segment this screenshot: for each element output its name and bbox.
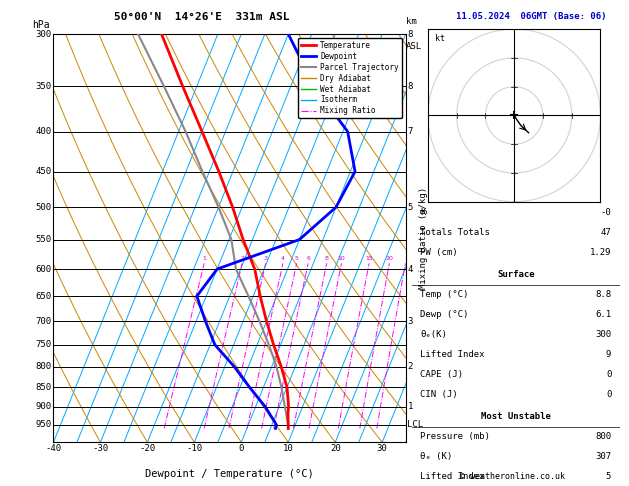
Text: 800: 800 — [595, 432, 611, 441]
Text: © weatheronline.co.uk: © weatheronline.co.uk — [460, 472, 565, 481]
Text: CIN (J): CIN (J) — [420, 390, 458, 399]
Text: 7: 7 — [408, 127, 413, 136]
Text: 8: 8 — [408, 82, 413, 91]
Text: 20: 20 — [386, 256, 393, 261]
Text: θₑ (K): θₑ (K) — [420, 452, 452, 461]
Text: 500: 500 — [36, 203, 52, 212]
Text: Dewpoint / Temperature (°C): Dewpoint / Temperature (°C) — [145, 469, 314, 479]
Text: 30: 30 — [377, 444, 387, 453]
Text: 2: 2 — [240, 256, 244, 261]
Text: 4: 4 — [408, 264, 413, 274]
Text: 450: 450 — [36, 167, 52, 176]
Text: 1: 1 — [203, 256, 206, 261]
Text: 3: 3 — [264, 256, 268, 261]
Text: -20: -20 — [140, 444, 155, 453]
Text: 9: 9 — [606, 350, 611, 359]
Text: Dewp (°C): Dewp (°C) — [420, 310, 469, 319]
Text: 300: 300 — [595, 330, 611, 339]
Text: Temp (°C): Temp (°C) — [420, 290, 469, 299]
Text: 5: 5 — [606, 472, 611, 481]
Text: Totals Totals: Totals Totals — [420, 228, 490, 237]
Text: Pressure (mb): Pressure (mb) — [420, 432, 490, 441]
Text: θₑ(K): θₑ(K) — [420, 330, 447, 339]
Text: Most Unstable: Most Unstable — [481, 412, 551, 421]
Text: kt: kt — [435, 35, 445, 43]
Text: 700: 700 — [36, 317, 52, 326]
Text: 3: 3 — [408, 317, 413, 326]
Text: 307: 307 — [595, 452, 611, 461]
Text: -30: -30 — [92, 444, 108, 453]
Text: 15: 15 — [365, 256, 373, 261]
Text: LCL: LCL — [408, 420, 423, 429]
Text: 550: 550 — [36, 235, 52, 244]
Text: 47: 47 — [601, 228, 611, 237]
Text: 8: 8 — [325, 256, 328, 261]
Text: ASL: ASL — [406, 42, 422, 51]
Text: 20: 20 — [330, 444, 341, 453]
Text: Lifted Index: Lifted Index — [420, 472, 485, 481]
Text: Lifted Index: Lifted Index — [420, 350, 485, 359]
Text: 8.8: 8.8 — [595, 290, 611, 299]
Text: 2: 2 — [408, 362, 413, 371]
Text: -10: -10 — [186, 444, 203, 453]
Text: km: km — [406, 17, 417, 26]
Text: 350: 350 — [36, 82, 52, 91]
Text: -0: -0 — [601, 208, 611, 217]
Text: 800: 800 — [36, 362, 52, 371]
Text: 0: 0 — [238, 444, 244, 453]
Text: 6: 6 — [306, 256, 310, 261]
Text: 750: 750 — [36, 340, 52, 349]
Text: 1: 1 — [408, 402, 413, 411]
Text: 5: 5 — [295, 256, 299, 261]
Text: 600: 600 — [36, 264, 52, 274]
Text: 300: 300 — [36, 30, 52, 38]
Text: PW (cm): PW (cm) — [420, 248, 458, 257]
Text: 5: 5 — [408, 203, 413, 212]
Text: 1.29: 1.29 — [590, 248, 611, 257]
Text: 0: 0 — [606, 390, 611, 399]
Text: 0: 0 — [606, 370, 611, 379]
Text: 10: 10 — [338, 256, 345, 261]
Text: 8: 8 — [408, 30, 413, 38]
Text: 900: 900 — [36, 402, 52, 411]
Text: 400: 400 — [36, 127, 52, 136]
Text: 50°00'N  14°26'E  331m ASL: 50°00'N 14°26'E 331m ASL — [114, 12, 289, 22]
Text: 850: 850 — [36, 382, 52, 392]
Legend: Temperature, Dewpoint, Parcel Trajectory, Dry Adiabat, Wet Adiabat, Isotherm, Mi: Temperature, Dewpoint, Parcel Trajectory… — [298, 38, 402, 119]
Text: CAPE (J): CAPE (J) — [420, 370, 464, 379]
Text: hPa: hPa — [32, 20, 50, 30]
Text: K: K — [420, 208, 426, 217]
Text: Mixing Ratio (g/kg): Mixing Ratio (g/kg) — [419, 187, 428, 289]
Text: 10: 10 — [283, 444, 294, 453]
Text: Surface: Surface — [497, 270, 535, 279]
Text: -40: -40 — [45, 444, 62, 453]
Text: 11.05.2024  06GMT (Base: 06): 11.05.2024 06GMT (Base: 06) — [456, 12, 607, 21]
Text: 4: 4 — [281, 256, 285, 261]
Text: 6.1: 6.1 — [595, 310, 611, 319]
Text: 650: 650 — [36, 292, 52, 301]
Text: 950: 950 — [36, 420, 52, 429]
